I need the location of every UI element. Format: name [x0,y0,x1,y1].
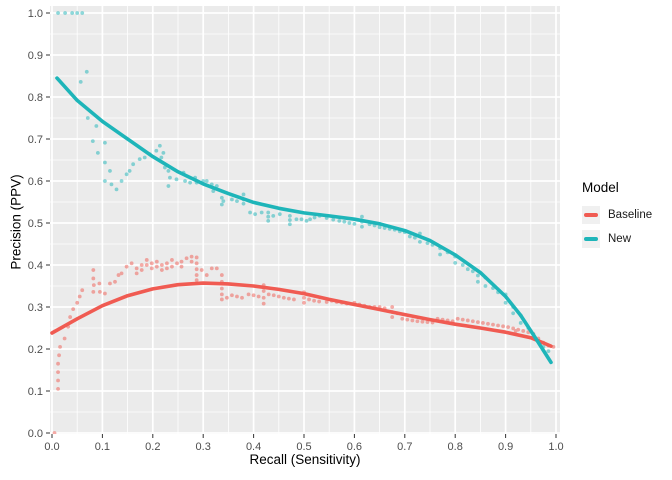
major-gridlines [50,6,560,434]
y-tick-label: 0.9 [28,50,43,62]
legend-key [582,230,600,248]
y-tick-label: 0.6 [28,176,43,188]
y-tick-label: 0.8 [28,92,43,104]
y-tick-label: 0.1 [28,386,43,398]
legend-label: Baseline [608,209,653,221]
legend: Model Baseline New [582,180,652,254]
new-scatter [56,11,551,353]
x-tick-label: 0.1 [95,441,110,453]
x-tick-label: 0.5 [296,441,311,453]
y-tick-label: 0.0 [28,428,43,440]
x-axis-title: Recall (Sensitivity) [249,452,361,467]
legend-label: New [608,233,632,245]
baseline-line-swatch [584,213,598,217]
minor-gridlines [50,6,560,434]
baseline-scatter [52,254,556,434]
x-tick-label: 0.2 [145,441,160,453]
x-tick-label: 0.4 [246,441,261,453]
y-tick-label: 0.2 [28,344,43,356]
x-tick-label: 0.0 [44,441,59,453]
new-line-swatch [584,237,598,241]
axis-ticks [46,12,557,438]
y-tick-label: 0.7 [28,134,43,146]
x-tick-label: 0.9 [498,441,513,453]
y-tick-label: 1.0 [28,8,43,20]
y-tick-label: 0.3 [28,302,43,314]
legend-item-new: New [582,230,652,248]
y-axis-title: Precision (PPV) [8,174,24,270]
x-tick-label: 0.7 [397,441,412,453]
new-smooth-line [55,76,553,365]
x-tick-label: 0.8 [448,441,463,453]
y-tick-label: 0.5 [28,218,43,230]
legend-item-baseline: Baseline [582,206,652,224]
x-tick-label: 0.3 [196,441,211,453]
plot-area [50,11,556,434]
baseline-smooth-line [50,281,553,348]
legend-title: Model [582,180,619,195]
legend-key [582,206,600,224]
x-tick-label: 0.6 [347,441,362,453]
x-tick-label: 1.0 [548,441,563,453]
y-tick-label: 0.4 [28,260,43,272]
axis-tick-labels: 0.0 0.1 0.2 0.3 0.4 0.5 0.6 0.7 0.8 0.9 1.0 0.0 0.1 0… [28,8,564,453]
